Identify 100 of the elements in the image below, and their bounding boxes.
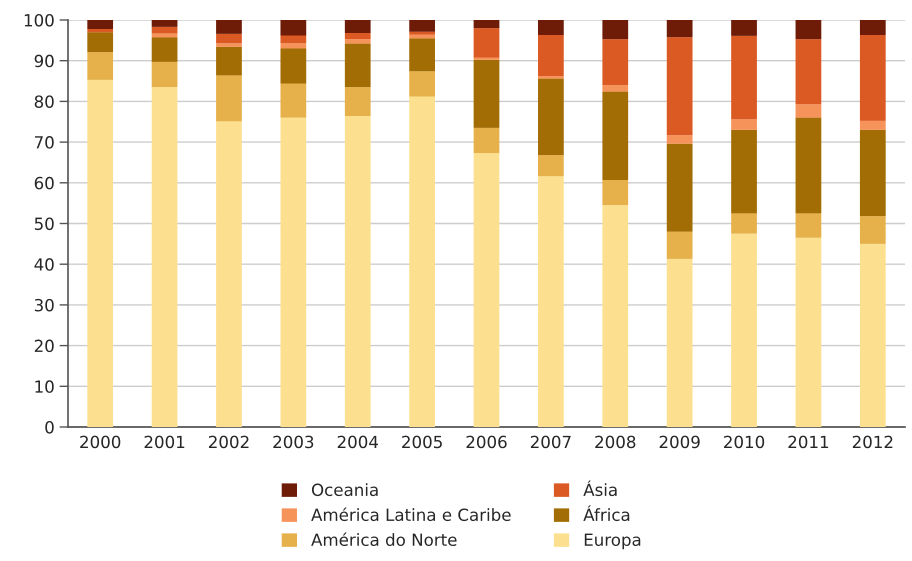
bar (538, 35, 564, 76)
bar (474, 60, 500, 128)
bar (216, 34, 242, 44)
bar (666, 144, 693, 232)
bar (474, 57, 500, 60)
x-tick-label: 2007 (530, 436, 571, 448)
legend-label: América do Norte (311, 532, 457, 546)
bar (602, 20, 628, 40)
legend-label: Oceania (312, 483, 378, 496)
bar (474, 28, 500, 58)
y-tick-label: 10 (35, 380, 54, 393)
bar (474, 128, 500, 154)
bar (731, 20, 757, 36)
x-tick-label: 2005 (402, 436, 442, 448)
bar (731, 130, 757, 214)
x-tick-label: 2003 (273, 436, 314, 448)
bar (344, 20, 371, 34)
bar (860, 130, 886, 216)
y-tick-label: 90 (34, 54, 54, 68)
y-tick-label: 20 (34, 340, 54, 352)
bar (216, 43, 242, 47)
y-tick-label: 60 (34, 176, 54, 190)
bar (409, 20, 435, 32)
bar (538, 76, 564, 79)
bar (860, 216, 886, 244)
bar (344, 39, 371, 44)
bar (87, 52, 114, 80)
bar (731, 234, 757, 427)
bar (666, 135, 693, 144)
bar (280, 83, 306, 118)
bar (87, 20, 114, 29)
bar (666, 37, 693, 136)
bar (796, 39, 822, 104)
bar (409, 96, 435, 427)
y-tick-label: 0 (45, 420, 54, 434)
bar (796, 118, 822, 214)
y-tick-label: 100 (24, 14, 54, 27)
bar (152, 33, 178, 38)
x-tick-label: 2008 (595, 436, 636, 448)
bar (796, 20, 822, 40)
y-tick-label: 70 (34, 136, 54, 149)
x-tick-label: 2009 (660, 436, 700, 448)
y-tick-label: 80 (34, 95, 54, 108)
bar (602, 39, 628, 86)
bar (666, 20, 693, 38)
bar (474, 20, 500, 28)
bar (602, 180, 628, 206)
bar (538, 20, 564, 36)
bar (409, 71, 435, 97)
bar (152, 26, 178, 34)
bar (152, 62, 178, 88)
bar (152, 20, 178, 27)
bar (538, 155, 564, 176)
bar (860, 20, 886, 36)
bar (344, 87, 371, 116)
bar (731, 213, 757, 234)
bar (280, 35, 306, 44)
bar (860, 244, 886, 427)
bar (87, 32, 114, 52)
bar (216, 46, 242, 76)
bar (152, 87, 178, 427)
y-tick-label: 30 (34, 298, 54, 312)
bar (280, 118, 306, 427)
x-tick-label: 2012 (852, 436, 892, 448)
bar (731, 119, 757, 130)
legend-label: África (583, 505, 630, 522)
bar (344, 116, 371, 427)
bar (216, 75, 242, 122)
x-tick-label: 2010 (724, 436, 764, 448)
bar (860, 120, 886, 130)
bar (344, 33, 371, 40)
bar (87, 80, 114, 427)
bar (602, 85, 628, 92)
x-tick-label: 2004 (338, 436, 378, 448)
bar (216, 20, 242, 34)
bar (87, 28, 114, 32)
bar (409, 34, 435, 38)
bar (666, 258, 693, 427)
bar (602, 205, 628, 427)
bar (538, 78, 564, 156)
bar (602, 92, 628, 180)
x-tick-label: 2006 (466, 436, 507, 448)
bar (538, 176, 564, 427)
bar (796, 104, 822, 118)
bar (796, 213, 822, 238)
legend-label: Ásia (583, 480, 617, 496)
y-tick-label: 50 (34, 217, 54, 230)
y-tick-label: 40 (34, 258, 54, 271)
bar (666, 232, 693, 259)
bar (796, 238, 822, 427)
bar (474, 153, 500, 427)
bar (280, 48, 306, 84)
bar (280, 20, 306, 36)
legend-label: América Latina e Caribe (311, 508, 511, 522)
x-tick-label: 2002 (208, 436, 248, 448)
bar (731, 36, 757, 120)
x-tick-label: 2011 (788, 436, 828, 448)
x-tick-label: 2000 (80, 436, 120, 448)
bar (216, 121, 242, 427)
x-tick-label: 2001 (144, 436, 184, 448)
